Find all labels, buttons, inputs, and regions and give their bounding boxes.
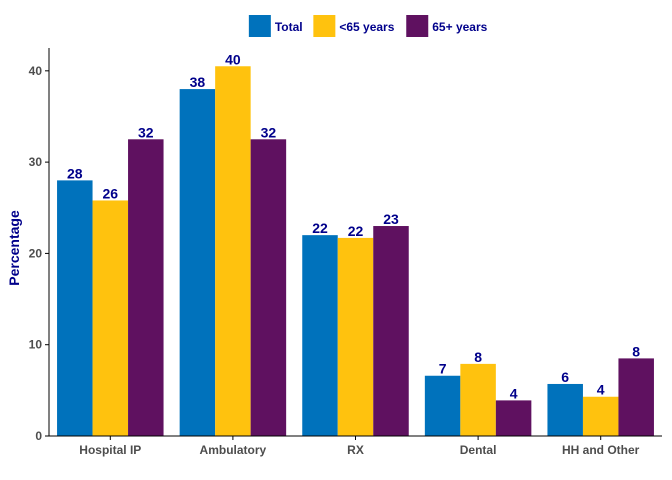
y-tick-label: 20 [29, 246, 43, 260]
legend-label: 65+ years [432, 20, 487, 34]
y-tick-label: 30 [29, 155, 43, 169]
y-tick-label: 40 [29, 64, 43, 78]
y-tick-label: 0 [35, 429, 42, 443]
bar [57, 180, 93, 436]
data-label: 22 [348, 223, 364, 239]
bar [179, 89, 216, 437]
legend-swatch [248, 15, 271, 37]
y-tick-label: 10 [29, 338, 43, 352]
bar [424, 375, 461, 436]
bar [337, 237, 374, 436]
data-label: 32 [138, 124, 154, 140]
bars: 28 26 32 38 40 32 22 22 23 7 8 4 6 4 8 [57, 51, 654, 437]
bar [215, 66, 251, 437]
data-label: 4 [510, 385, 518, 401]
data-label: 6 [561, 369, 569, 385]
bar [582, 396, 619, 436]
legend-swatch [313, 15, 336, 37]
x-tick-label: Dental [460, 443, 497, 457]
data-label: 4 [597, 382, 605, 398]
legend: Total <65 years 65+ years [248, 15, 488, 37]
x-tick-label: Ambulatory [200, 443, 267, 457]
bar [495, 400, 532, 436]
bar [618, 358, 654, 436]
x-tick-label: HH and Other [562, 443, 640, 457]
y-axis-label: Percentage [6, 210, 22, 286]
data-label: 8 [632, 343, 640, 359]
y-axis: 0 10 20 30 40 [29, 48, 50, 443]
legend-label: <65 years [339, 20, 394, 34]
data-label: 40 [225, 51, 241, 67]
bar [302, 235, 338, 436]
x-tick-label: RX [347, 443, 364, 457]
bar [250, 139, 287, 436]
data-label: 23 [383, 211, 399, 227]
data-label: 32 [261, 124, 277, 140]
data-label: 38 [190, 74, 206, 90]
data-label: 28 [67, 165, 83, 181]
data-label: 22 [312, 220, 328, 236]
x-tick-label: Hospital IP [79, 443, 141, 457]
legend-label: Total [275, 20, 303, 34]
bar [460, 363, 496, 436]
data-label: 26 [103, 185, 119, 201]
data-label: 8 [474, 349, 482, 365]
legend-swatch [406, 15, 429, 37]
bar [128, 139, 164, 436]
bar [373, 226, 409, 436]
bar [547, 383, 583, 436]
bar [92, 200, 129, 436]
data-label: 7 [439, 361, 447, 377]
x-axis: Hospital IP Ambulatory RX Dental HH and Othe… [49, 435, 662, 457]
